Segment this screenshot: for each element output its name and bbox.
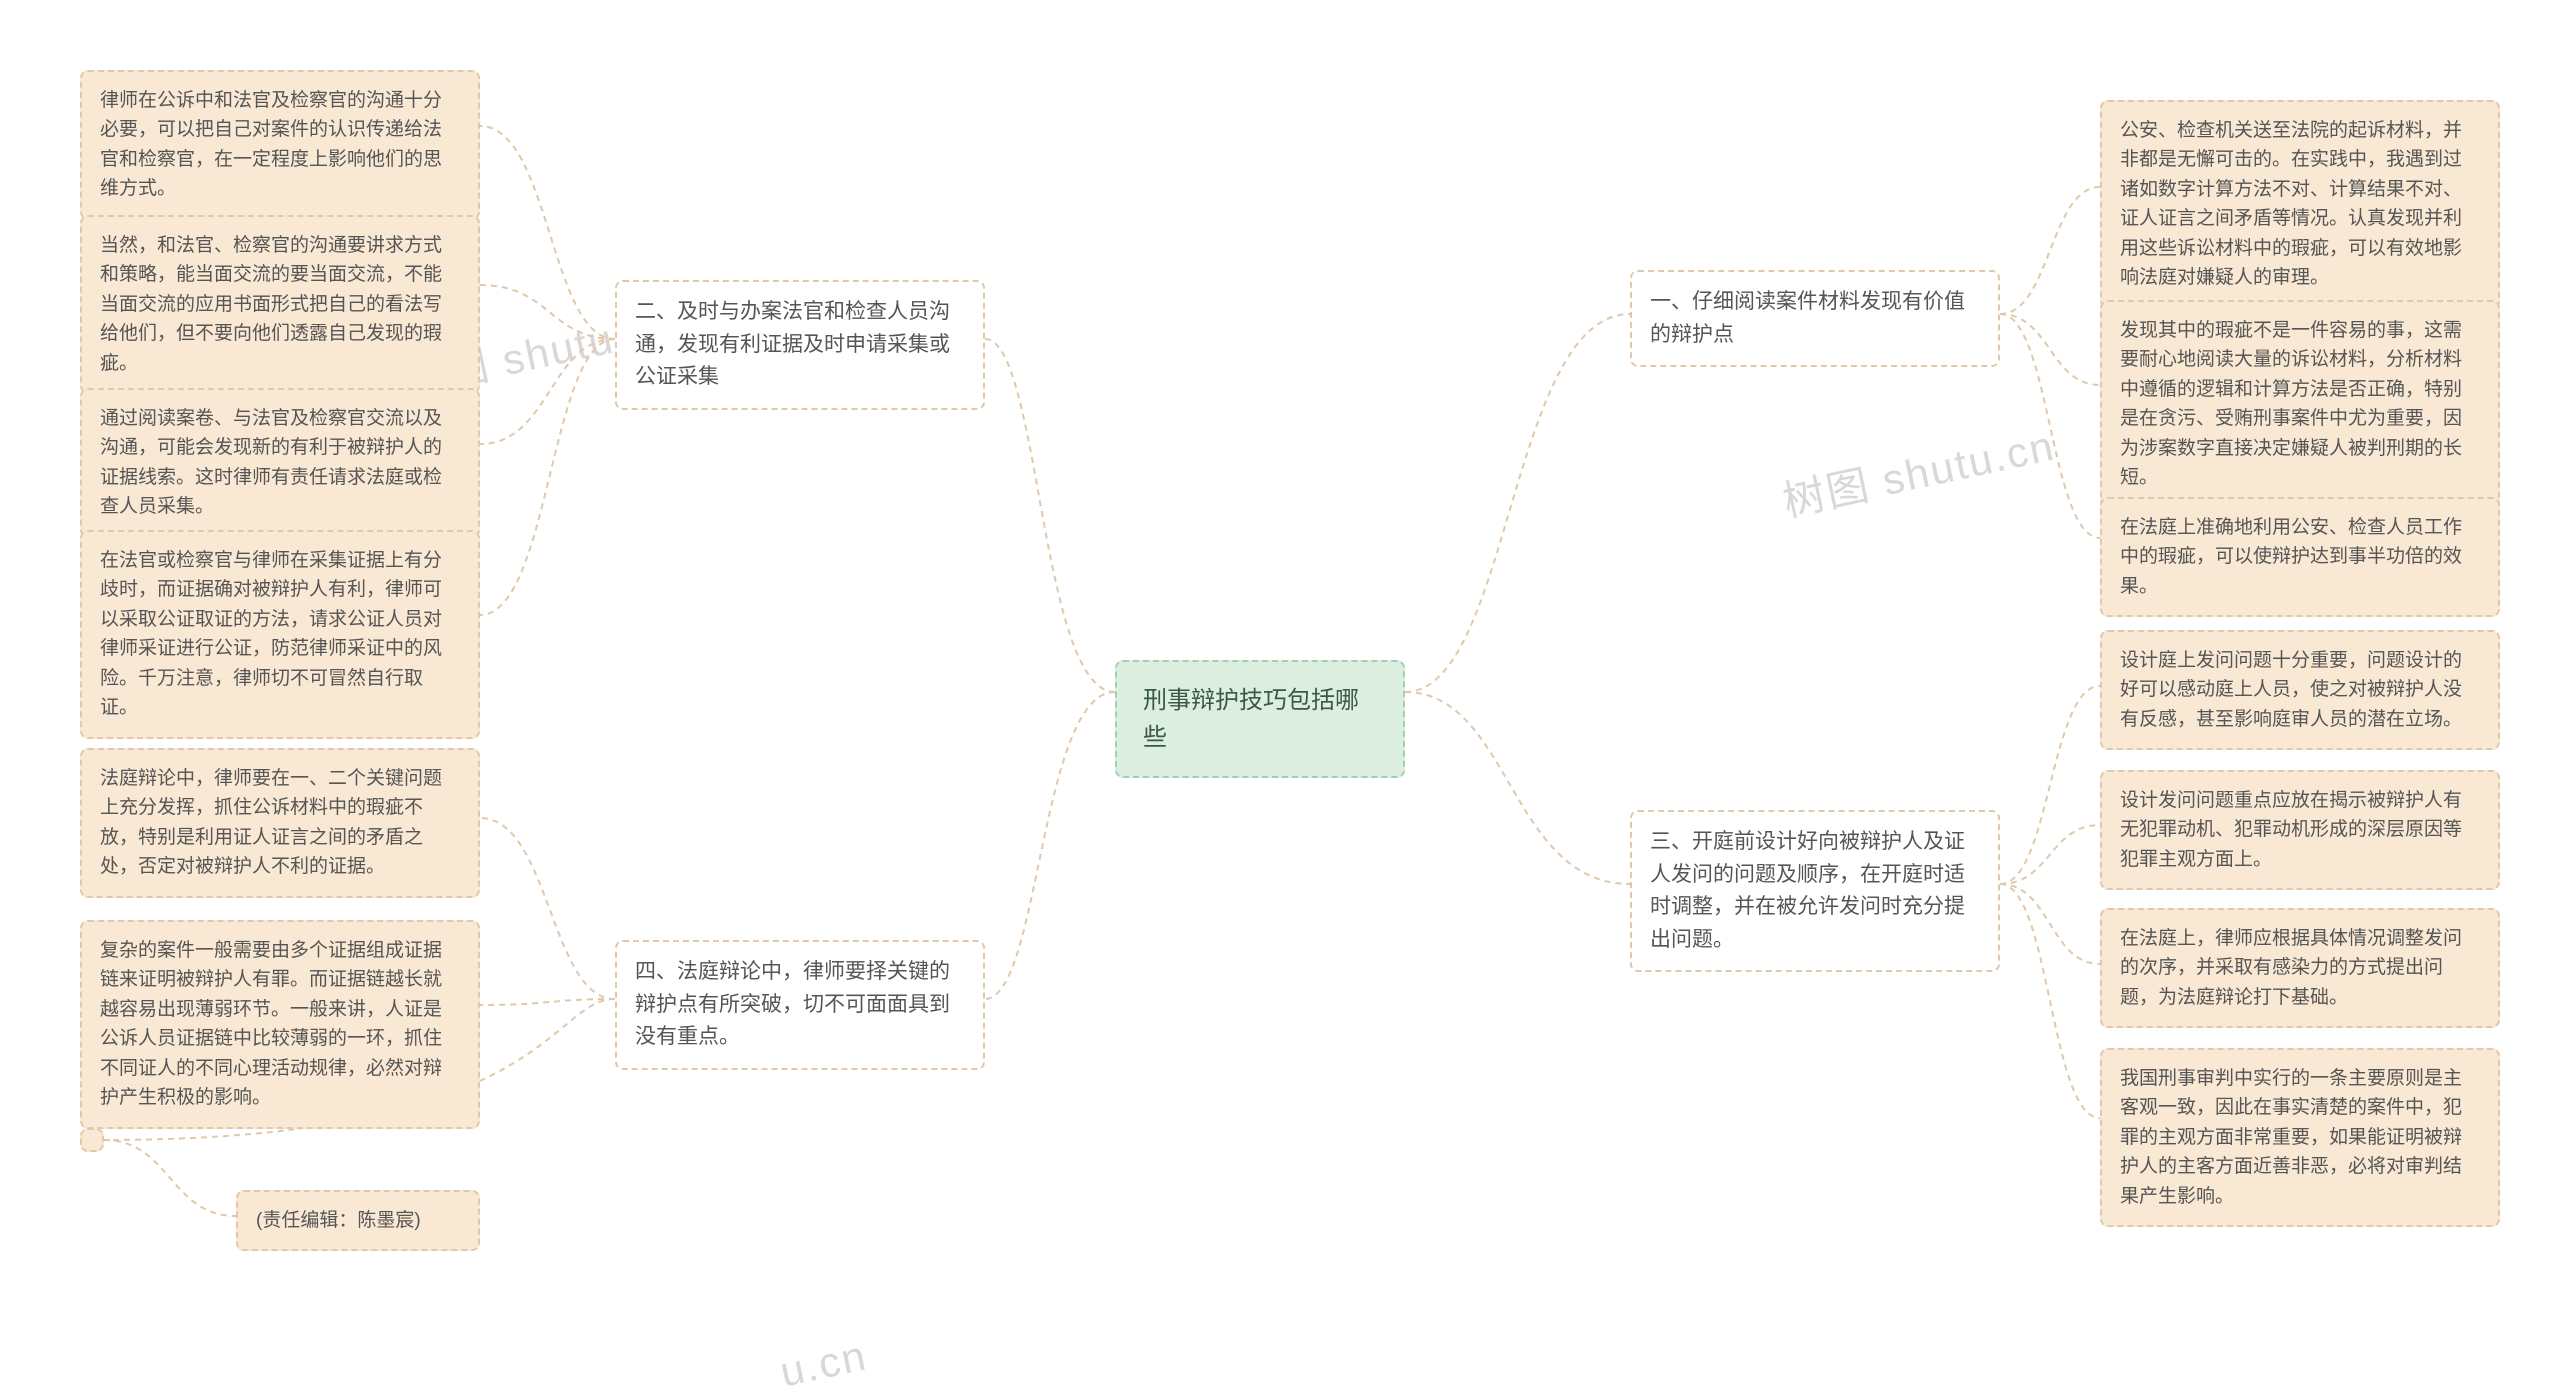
leaf-3a: 设计庭上发问问题十分重要，问题设计的好可以感动庭上人员，使之对被辩护人没有反感，… bbox=[2100, 630, 2500, 750]
leaf-1a: 公安、检查机关送至法院的起诉材料，并非都是无懈可击的。在实践中，我遇到过诸如数字… bbox=[2100, 100, 2500, 309]
leaf-4-tiny bbox=[80, 1128, 104, 1152]
branch-3: 三、开庭前设计好向被辩护人及证人发问的问题及顺序，在开庭时适时调整，并在被允许发… bbox=[1630, 810, 2000, 972]
leaf-1b: 发现其中的瑕疵不是一件容易的事，这需要耐心地阅读大量的诉讼材料，分析材料中遵循的… bbox=[2100, 300, 2500, 509]
center-node: 刑事辩护技巧包括哪些 bbox=[1115, 660, 1405, 778]
leaf-3b: 设计发问问题重点应放在揭示被辩护人有无犯罪动机、犯罪动机形成的深层原因等犯罪主观… bbox=[2100, 770, 2500, 890]
leaf-1c: 在法庭上准确地利用公安、检查人员工作中的瑕疵，可以使辩护达到事半功倍的效果。 bbox=[2100, 497, 2500, 617]
leaf-4a: 法庭辩论中，律师要在一、二个关键问题上充分发挥，抓住公诉材料中的瑕疵不放，特别是… bbox=[80, 748, 480, 898]
leaf-2a: 律师在公诉中和法官及检察官的沟通十分必要，可以把自己对案件的认识传递给法官和检察… bbox=[80, 70, 480, 220]
watermark-3: u.cn bbox=[776, 1331, 871, 1396]
leaf-3d: 我国刑事审判中实行的一条主要原则是主客观一致，因此在事实清楚的案件中，犯罪的主观… bbox=[2100, 1048, 2500, 1227]
branch-4: 四、法庭辩论中，律师要择关键的辩护点有所突破，切不可面面具到没有重点。 bbox=[615, 940, 985, 1070]
leaf-2d: 在法官或检察官与律师在采集证据上有分歧时，而证据确对被辩护人有利，律师可以采取公… bbox=[80, 530, 480, 739]
branch-1: 一、仔细阅读案件材料发现有价值的辩护点 bbox=[1630, 270, 2000, 367]
leaf-4b: 复杂的案件一般需要由多个证据组成证据链来证明被辩护人有罪。而证据链越长就越容易出… bbox=[80, 920, 480, 1129]
watermark-2: 树图 shutu.cn bbox=[1777, 412, 2060, 529]
branch-2: 二、及时与办案法官和检查人员沟通，发现有利证据及时申请采集或公证采集 bbox=[615, 280, 985, 410]
leaf-2c: 通过阅读案卷、与法官及检察官交流以及沟通，可能会发现新的有利于被辩护人的证据线索… bbox=[80, 388, 480, 538]
leaf-2b: 当然，和法官、检察官的沟通要讲求方式和策略，能当面交流的要当面交流，不能当面交流… bbox=[80, 215, 480, 394]
leaf-3c: 在法庭上，律师应根据具体情况调整发问的次序，并采取有感染力的方式提出问题，为法庭… bbox=[2100, 908, 2500, 1028]
leaf-4c: (责任编辑：陈墨宸) bbox=[236, 1190, 480, 1251]
